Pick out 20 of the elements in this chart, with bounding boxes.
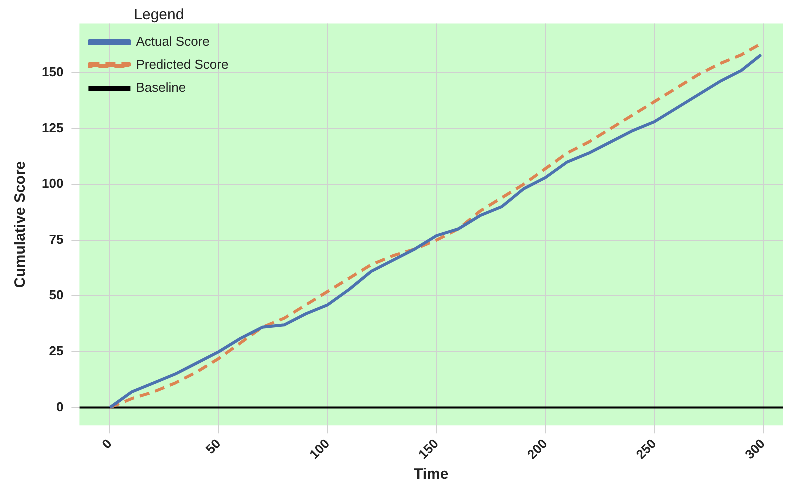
y-tick-label: 50 [49, 288, 64, 303]
y-tick-label: 150 [42, 64, 64, 80]
y-axis-title: Cumulative Score [12, 161, 30, 288]
x-tick-label: 250 [633, 436, 660, 462]
y-tick-label: 0 [56, 399, 64, 414]
y-tick-label: 75 [49, 232, 64, 247]
x-tick-label: 300 [742, 436, 768, 462]
x-axis-title: Time [414, 466, 449, 484]
y-tick-label: 125 [42, 120, 64, 136]
x-tick-label: 100 [306, 436, 333, 462]
legend-title: Legend [134, 6, 184, 24]
legend-label: Predicted Score [136, 57, 229, 72]
x-tick-label: 200 [524, 436, 550, 462]
y-tick-label: 100 [42, 176, 64, 192]
x-tick-label: 0 [99, 436, 115, 452]
legend-label: Actual Score [136, 34, 210, 50]
legend-label: Baseline [136, 80, 186, 96]
x-tick-label: 150 [415, 436, 442, 462]
x-tick-label: 50 [202, 436, 224, 458]
y-tick-label: 25 [49, 344, 64, 359]
